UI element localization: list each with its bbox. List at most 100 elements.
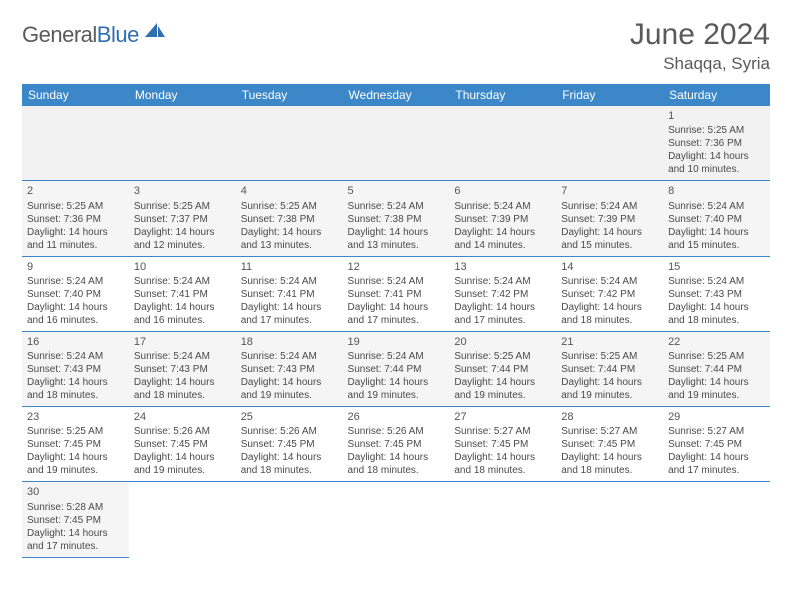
day-number: 7: [561, 184, 658, 198]
sunset-line: Sunset: 7:43 PM: [668, 288, 765, 301]
location-label: Shaqqa, Syria: [630, 54, 770, 74]
calendar-cell: [343, 106, 450, 181]
calendar-cell: 22Sunrise: 5:25 AMSunset: 7:44 PMDayligh…: [663, 331, 770, 406]
calendar-cell: 12Sunrise: 5:24 AMSunset: 7:41 PMDayligh…: [343, 256, 450, 331]
sunset-line: Sunset: 7:44 PM: [348, 363, 445, 376]
calendar-cell: 3Sunrise: 5:25 AMSunset: 7:37 PMDaylight…: [129, 181, 236, 256]
calendar-cell: 21Sunrise: 5:25 AMSunset: 7:44 PMDayligh…: [556, 331, 663, 406]
calendar-cell: [556, 106, 663, 181]
daylight-line: Daylight: 14 hours and 10 minutes.: [668, 150, 765, 176]
month-title: June 2024: [630, 18, 770, 52]
calendar-row: 16Sunrise: 5:24 AMSunset: 7:43 PMDayligh…: [22, 331, 770, 406]
sunrise-line: Sunrise: 5:25 AM: [241, 200, 338, 213]
day-number: 8: [668, 184, 765, 198]
calendar-cell: 7 Sunrise: 5:24 AMSunset: 7:39 PMDaylight…: [556, 181, 663, 256]
daylight-line: Daylight: 14 hours and 12 minutes.: [134, 226, 231, 252]
daylight-line: Daylight: 14 hours and 17 minutes.: [348, 301, 445, 327]
calendar-cell: 29Sunrise: 5:27 AMSunset: 7:45 PMDayligh…: [663, 407, 770, 482]
day-number: 9: [27, 260, 124, 274]
sunrise-line: Sunrise: 5:24 AM: [668, 200, 765, 213]
day-number: 21: [561, 335, 658, 349]
day-number: 3: [134, 184, 231, 198]
sunrise-line: Sunrise: 5:24 AM: [241, 350, 338, 363]
sunset-line: Sunset: 7:42 PM: [454, 288, 551, 301]
calendar-cell: 8Sunrise: 5:24 AMSunset: 7:40 PMDaylight…: [663, 181, 770, 256]
page-header: GeneralBlue June 2024 Shaqqa, Syria: [22, 18, 770, 74]
sunset-line: Sunset: 7:41 PM: [134, 288, 231, 301]
sunrise-line: Sunrise: 5:26 AM: [241, 425, 338, 438]
calendar-cell: [129, 106, 236, 181]
daylight-line: Daylight: 14 hours and 15 minutes.: [561, 226, 658, 252]
sunrise-line: Sunrise: 5:27 AM: [454, 425, 551, 438]
daylight-line: Daylight: 14 hours and 19 minutes.: [241, 376, 338, 402]
daylight-line: Daylight: 14 hours and 11 minutes.: [27, 226, 124, 252]
calendar-table: Sunday Monday Tuesday Wednesday Thursday…: [22, 84, 770, 558]
calendar-cell: 28Sunrise: 5:27 AMSunset: 7:45 PMDayligh…: [556, 407, 663, 482]
sunrise-line: Sunrise: 5:24 AM: [241, 275, 338, 288]
calendar-cell: [556, 482, 663, 557]
calendar-cell: 30Sunrise: 5:28 AMSunset: 7:45 PMDayligh…: [22, 482, 129, 557]
brand-part1: General: [22, 22, 97, 47]
calendar-row: 1Sunrise: 5:25 AMSunset: 7:36 PMDaylight…: [22, 106, 770, 181]
sunrise-line: Sunrise: 5:24 AM: [561, 275, 658, 288]
daylight-line: Daylight: 14 hours and 13 minutes.: [348, 226, 445, 252]
calendar-page: GeneralBlue June 2024 Shaqqa, Syria Sund…: [0, 0, 792, 576]
weekday-header: Tuesday: [236, 84, 343, 106]
calendar-cell: 2Sunrise: 5:25 AMSunset: 7:36 PMDaylight…: [22, 181, 129, 256]
calendar-cell: 10Sunrise: 5:24 AMSunset: 7:41 PMDayligh…: [129, 256, 236, 331]
calendar-cell: 19Sunrise: 5:24 AMSunset: 7:44 PMDayligh…: [343, 331, 450, 406]
daylight-line: Daylight: 14 hours and 17 minutes.: [241, 301, 338, 327]
day-number: 11: [241, 260, 338, 274]
daylight-line: Daylight: 14 hours and 18 minutes.: [668, 301, 765, 327]
sunrise-line: Sunrise: 5:25 AM: [454, 350, 551, 363]
sunrise-line: Sunrise: 5:27 AM: [561, 425, 658, 438]
daylight-line: Daylight: 14 hours and 19 minutes.: [668, 376, 765, 402]
daylight-line: Daylight: 14 hours and 18 minutes.: [241, 451, 338, 477]
day-number: 5: [348, 184, 445, 198]
calendar-cell: 9Sunrise: 5:24 AMSunset: 7:40 PMDaylight…: [22, 256, 129, 331]
daylight-line: Daylight: 14 hours and 19 minutes.: [561, 376, 658, 402]
sunset-line: Sunset: 7:44 PM: [561, 363, 658, 376]
day-number: 27: [454, 410, 551, 424]
daylight-line: Daylight: 14 hours and 14 minutes.: [454, 226, 551, 252]
sunrise-line: Sunrise: 5:25 AM: [561, 350, 658, 363]
day-number: 29: [668, 410, 765, 424]
sunrise-line: Sunrise: 5:24 AM: [27, 275, 124, 288]
sunset-line: Sunset: 7:44 PM: [668, 363, 765, 376]
day-number: 24: [134, 410, 231, 424]
sunrise-line: Sunrise: 5:24 AM: [561, 200, 658, 213]
sunrise-line: Sunrise: 5:24 AM: [134, 275, 231, 288]
daylight-line: Daylight: 14 hours and 17 minutes.: [454, 301, 551, 327]
day-number: 16: [27, 335, 124, 349]
calendar-cell: [449, 482, 556, 557]
weekday-header: Saturday: [663, 84, 770, 106]
sunset-line: Sunset: 7:42 PM: [561, 288, 658, 301]
day-number: 6: [454, 184, 551, 198]
calendar-cell: 11Sunrise: 5:24 AMSunset: 7:41 PMDayligh…: [236, 256, 343, 331]
daylight-line: Daylight: 14 hours and 19 minutes.: [27, 451, 124, 477]
day-number: 20: [454, 335, 551, 349]
sunrise-line: Sunrise: 5:25 AM: [668, 350, 765, 363]
daylight-line: Daylight: 14 hours and 18 minutes.: [27, 376, 124, 402]
sunset-line: Sunset: 7:39 PM: [561, 213, 658, 226]
daylight-line: Daylight: 14 hours and 16 minutes.: [27, 301, 124, 327]
sunrise-line: Sunrise: 5:26 AM: [348, 425, 445, 438]
sunset-line: Sunset: 7:45 PM: [27, 438, 124, 451]
day-number: 25: [241, 410, 338, 424]
day-number: 19: [348, 335, 445, 349]
sunrise-line: Sunrise: 5:24 AM: [348, 200, 445, 213]
calendar-cell: 23Sunrise: 5:25 AMSunset: 7:45 PMDayligh…: [22, 407, 129, 482]
calendar-cell: 26Sunrise: 5:26 AMSunset: 7:45 PMDayligh…: [343, 407, 450, 482]
sunset-line: Sunset: 7:43 PM: [241, 363, 338, 376]
calendar-cell: 24Sunrise: 5:26 AMSunset: 7:45 PMDayligh…: [129, 407, 236, 482]
brand-name: GeneralBlue: [22, 22, 139, 48]
calendar-cell: 13Sunrise: 5:24 AMSunset: 7:42 PMDayligh…: [449, 256, 556, 331]
daylight-line: Daylight: 14 hours and 15 minutes.: [668, 226, 765, 252]
calendar-cell: 14Sunrise: 5:24 AMSunset: 7:42 PMDayligh…: [556, 256, 663, 331]
sunrise-line: Sunrise: 5:26 AM: [134, 425, 231, 438]
sunrise-line: Sunrise: 5:24 AM: [134, 350, 231, 363]
day-number: 14: [561, 260, 658, 274]
calendar-cell: [236, 482, 343, 557]
sunset-line: Sunset: 7:43 PM: [134, 363, 231, 376]
daylight-line: Daylight: 14 hours and 19 minutes.: [134, 451, 231, 477]
